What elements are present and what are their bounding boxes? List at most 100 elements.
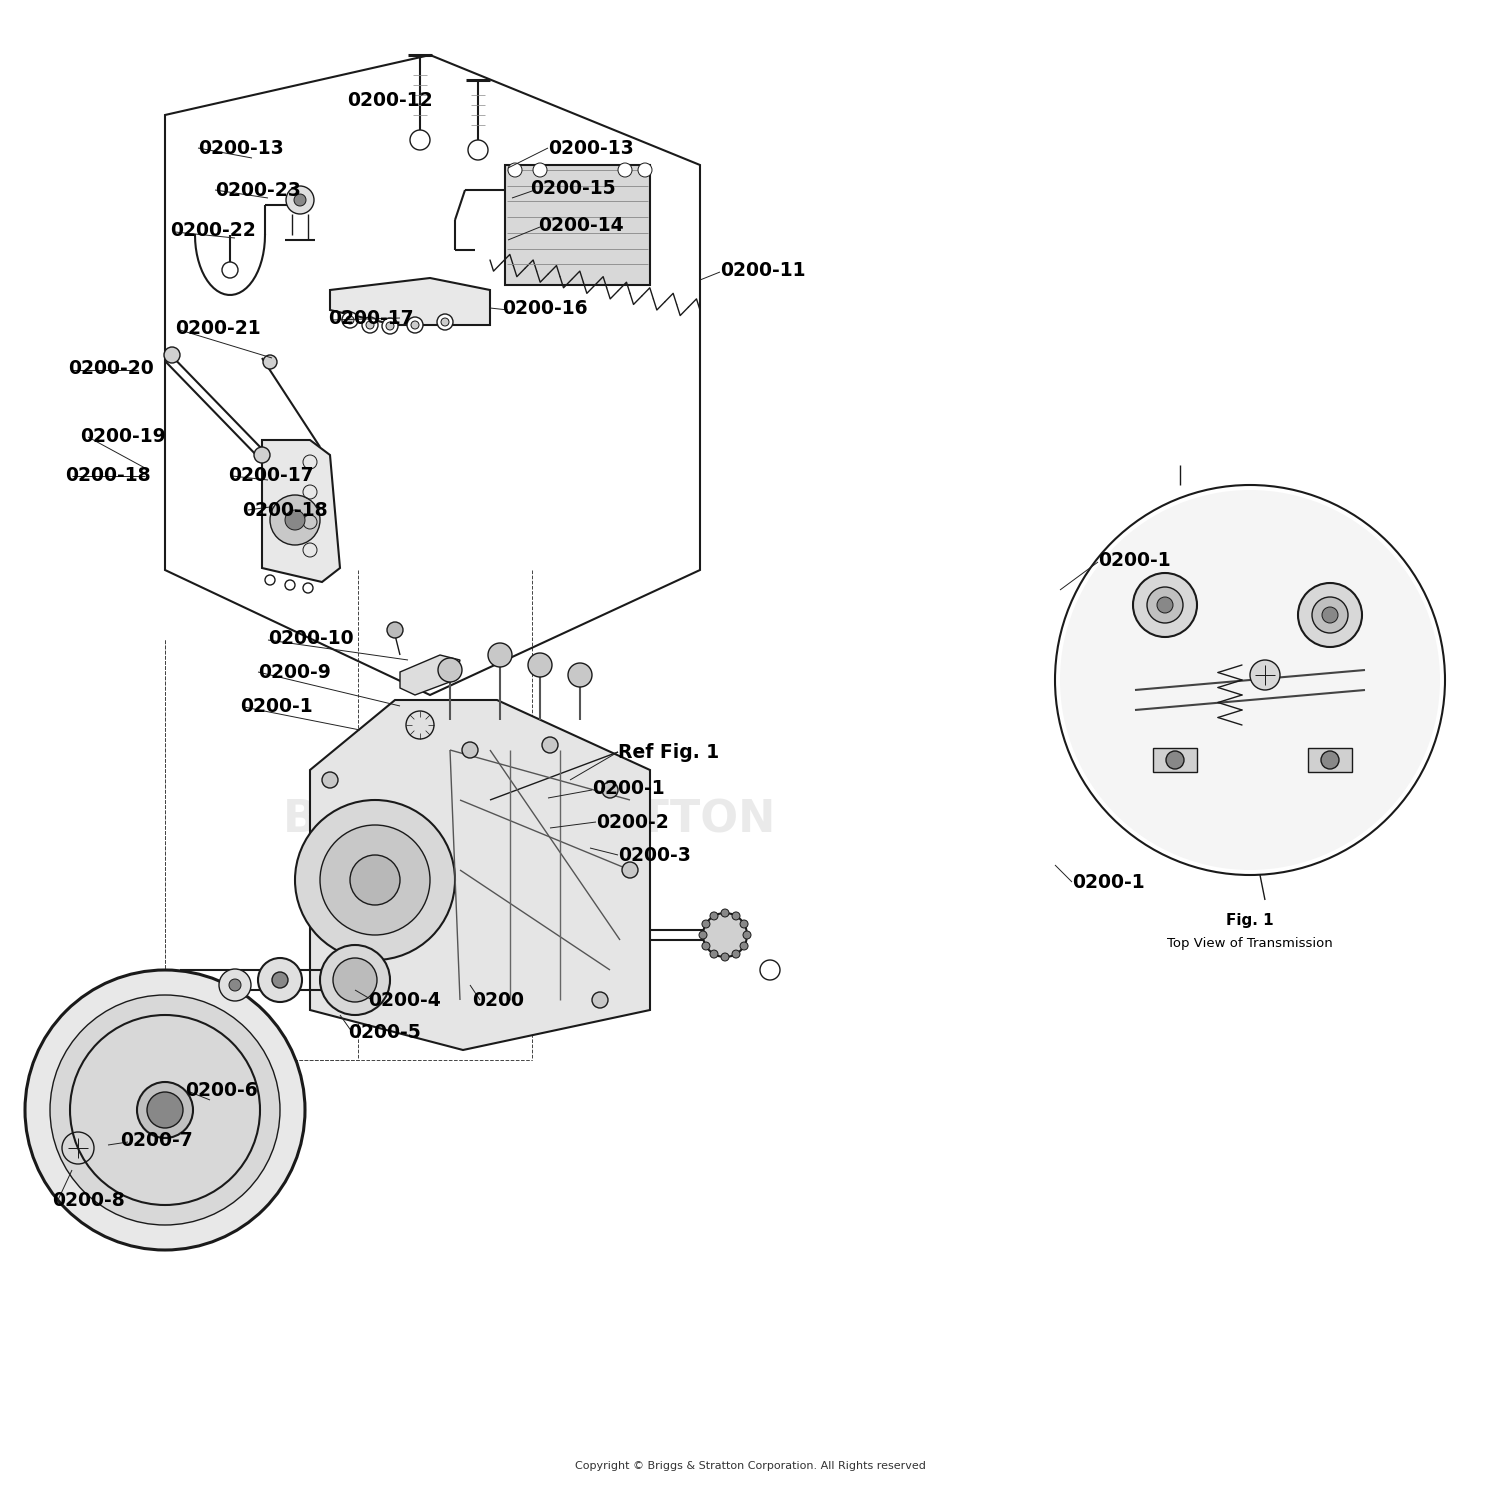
Text: 0200-17: 0200-17 (228, 466, 314, 485)
Circle shape (320, 824, 430, 934)
Text: Copyright © Briggs & Stratton Corporation. All Rights reserved: Copyright © Briggs & Stratton Corporatio… (574, 1461, 926, 1472)
Text: 0200-3: 0200-3 (618, 845, 692, 865)
Circle shape (1250, 661, 1280, 690)
Circle shape (509, 164, 522, 177)
Circle shape (294, 193, 306, 205)
Circle shape (542, 737, 558, 753)
Circle shape (406, 711, 433, 740)
Text: 0200-10: 0200-10 (268, 628, 354, 647)
Text: 0200-12: 0200-12 (346, 91, 433, 110)
Circle shape (1166, 751, 1184, 769)
Circle shape (468, 140, 488, 161)
Polygon shape (400, 655, 460, 695)
Text: 0200-8: 0200-8 (53, 1190, 124, 1210)
Circle shape (622, 862, 638, 878)
Circle shape (710, 949, 718, 958)
Polygon shape (1308, 748, 1352, 772)
Circle shape (262, 356, 278, 369)
Text: Fig. 1: Fig. 1 (1226, 912, 1274, 927)
Text: 0200-20: 0200-20 (68, 359, 154, 378)
Circle shape (602, 783, 618, 798)
Circle shape (1132, 573, 1197, 637)
Circle shape (732, 949, 740, 958)
Text: 0200-1: 0200-1 (240, 696, 312, 716)
Circle shape (722, 952, 729, 961)
Circle shape (346, 315, 354, 324)
Circle shape (362, 317, 378, 333)
Circle shape (411, 321, 419, 329)
Circle shape (272, 972, 288, 988)
Text: BRIGGS&STRATTON: BRIGGS&STRATTON (284, 799, 777, 842)
Circle shape (342, 312, 358, 327)
Circle shape (740, 942, 748, 949)
Circle shape (462, 743, 478, 757)
Circle shape (1298, 583, 1362, 647)
Polygon shape (506, 165, 650, 286)
Circle shape (710, 912, 718, 920)
Circle shape (1054, 485, 1444, 875)
Text: 0200-15: 0200-15 (530, 179, 615, 198)
Circle shape (438, 658, 462, 682)
Text: 0200-22: 0200-22 (170, 220, 256, 240)
Circle shape (296, 801, 454, 960)
Polygon shape (262, 440, 340, 582)
Text: 0200-19: 0200-19 (80, 427, 166, 445)
Circle shape (406, 317, 423, 333)
Circle shape (230, 979, 242, 991)
Circle shape (382, 318, 398, 333)
Circle shape (488, 643, 512, 667)
Text: 0200: 0200 (472, 991, 524, 1009)
Text: 0200-13: 0200-13 (548, 138, 634, 158)
Circle shape (436, 314, 453, 330)
Circle shape (286, 186, 314, 214)
Circle shape (568, 664, 592, 687)
Circle shape (702, 920, 709, 929)
Circle shape (1322, 751, 1340, 769)
Text: 0200-18: 0200-18 (64, 466, 150, 485)
Circle shape (333, 958, 376, 1001)
Text: 0200-1: 0200-1 (1098, 551, 1170, 570)
Circle shape (285, 510, 304, 530)
Circle shape (320, 945, 390, 1015)
Circle shape (270, 496, 320, 545)
Circle shape (350, 856, 400, 905)
Circle shape (1156, 597, 1173, 613)
Text: 0200-13: 0200-13 (198, 138, 284, 158)
Text: 0200-18: 0200-18 (242, 500, 327, 519)
Circle shape (136, 1082, 194, 1138)
Polygon shape (310, 699, 650, 1051)
Text: 0200-5: 0200-5 (348, 1022, 420, 1042)
Circle shape (147, 1092, 183, 1128)
Text: 0200-14: 0200-14 (538, 216, 624, 235)
Circle shape (50, 995, 280, 1225)
Text: 0200-23: 0200-23 (214, 180, 302, 199)
Text: 0200-2: 0200-2 (596, 812, 669, 832)
Circle shape (322, 772, 338, 789)
Circle shape (164, 347, 180, 363)
Circle shape (699, 931, 706, 939)
Circle shape (366, 321, 374, 329)
Polygon shape (1154, 748, 1197, 772)
Circle shape (258, 958, 302, 1001)
Circle shape (532, 164, 548, 177)
Text: 0200-11: 0200-11 (720, 260, 806, 280)
Text: 0200-1: 0200-1 (592, 778, 664, 798)
Polygon shape (330, 278, 490, 324)
Circle shape (638, 164, 652, 177)
Circle shape (387, 622, 404, 638)
Circle shape (26, 970, 304, 1250)
Circle shape (702, 942, 709, 949)
Circle shape (222, 262, 238, 278)
Text: 0200-21: 0200-21 (176, 318, 261, 338)
Text: 0200-7: 0200-7 (120, 1131, 194, 1150)
Circle shape (410, 129, 430, 150)
Text: Top View of Transmission: Top View of Transmission (1167, 936, 1334, 949)
Circle shape (704, 914, 747, 957)
Circle shape (1148, 586, 1184, 623)
Circle shape (760, 960, 780, 981)
Circle shape (62, 1132, 94, 1164)
Circle shape (742, 931, 752, 939)
Circle shape (618, 164, 632, 177)
Text: 0200-1: 0200-1 (1072, 872, 1144, 891)
Circle shape (1322, 607, 1338, 623)
